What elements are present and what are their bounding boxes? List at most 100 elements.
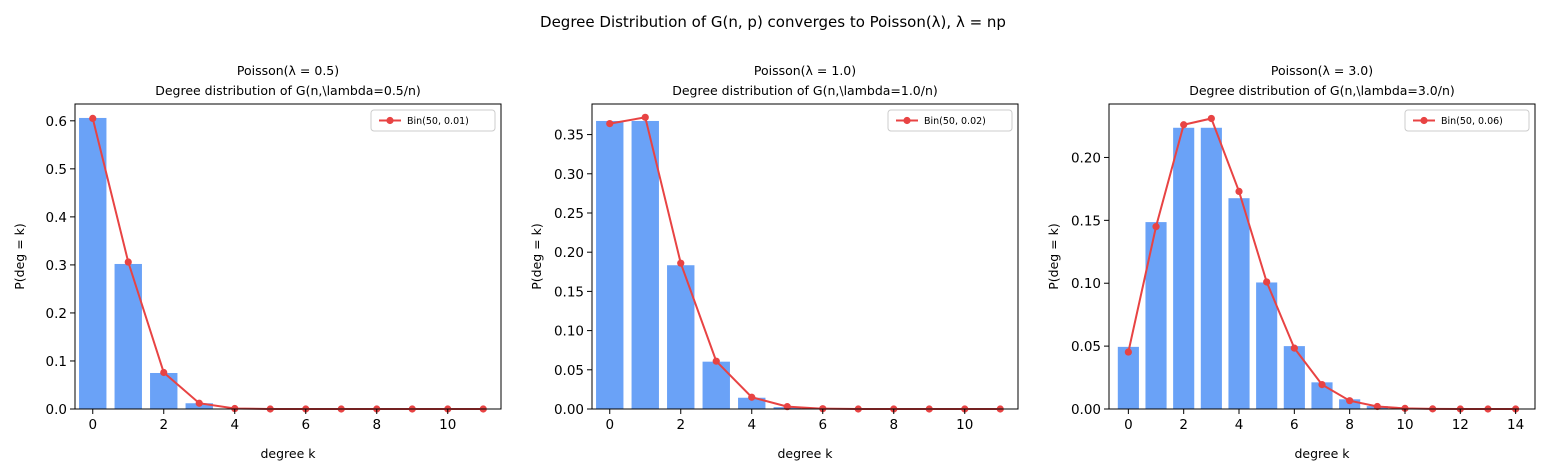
y-tick-label: 0.20 [554,245,584,261]
x-tick-label: 2 [676,417,685,433]
series-point [677,259,685,267]
series-point [712,357,720,365]
x-tick-label: 6 [1290,417,1299,433]
x-tick-label: 12 [1452,417,1469,433]
y-tick-label: 0.05 [1071,339,1101,355]
y-tick-label: 0.30 [554,167,584,183]
series-point [1263,278,1271,286]
x-tick-label: 2 [1179,417,1188,433]
legend-label: Bin(50, 0.06) [1441,116,1503,127]
y-tick-label: 0.1 [46,354,67,370]
bar [149,371,179,410]
panel-title-line1: Poisson(λ = 0.5) [237,63,339,78]
bar [1144,221,1168,410]
y-tick-label: 0.10 [554,324,584,340]
series-point [1235,187,1243,196]
series-point [606,120,614,128]
series-point [160,368,168,377]
panel-title-line2: Degree distribution of G(n,\lambda=0.5/n… [155,83,421,98]
bar [1172,126,1196,410]
x-tick-label: 0 [605,417,614,433]
y-tick-label: 0.5 [46,162,67,178]
series-point [1207,114,1215,123]
bar [1116,345,1140,410]
y-tick-label: 0.3 [46,258,67,274]
legend-box [1404,109,1530,132]
series-point [195,399,203,407]
legend-box [370,109,496,132]
x-tick-label: 4 [230,417,239,433]
panel-1: Poisson(λ = 0.5) Degree distribution of G… [12,63,502,461]
y-tick-label: 0.15 [1071,213,1101,229]
axes-frame [1108,103,1536,410]
y-tick-label: 0.00 [554,402,584,418]
x-tick-label: 8 [372,417,381,433]
axes-frame [591,103,1019,410]
x-axis-label: degree k [1294,446,1350,461]
series-point [1180,121,1188,129]
panel-title-line1: Poisson(λ = 1.0) [754,63,856,78]
x-tick-label: 14 [1507,417,1524,433]
series-point [641,113,649,121]
y-tick-label: 0.6 [46,114,67,130]
x-tick-label: 10 [439,417,456,433]
x-axis-label: degree k [260,446,316,461]
bar [630,119,660,410]
legend-label: Bin(50, 0.02) [924,116,986,127]
series-point [1401,404,1409,412]
series-point [783,403,791,411]
x-tick-label: 8 [889,417,898,433]
y-tick-label: 0.15 [554,284,584,300]
bar [1282,345,1306,410]
series-point [124,258,132,266]
legend-marker [386,116,394,125]
bar [595,119,625,410]
y-tick-label: 0.35 [554,128,584,144]
x-tick-label: 6 [301,417,310,433]
x-axis-label: degree k [777,446,833,461]
bar [1227,197,1251,410]
y-tick-label: 0.10 [1071,276,1101,292]
bar [701,360,731,410]
series-point [1152,223,1160,231]
panel-2: Poisson(λ = 1.0) Degree distribution of G… [529,63,1019,461]
x-tick-label: 0 [88,417,97,433]
y-tick-label: 0.0 [46,402,67,418]
series-point [1318,381,1326,389]
bar [1199,126,1223,410]
x-tick-label: 4 [1235,417,1244,433]
legend-box [887,109,1013,132]
panel-3: Poisson(λ = 3.0) Degree distribution of G… [1046,63,1536,461]
y-axis-label: P(deg = k) [12,223,27,290]
series-point [1290,344,1298,352]
y-tick-label: 0.20 [1071,150,1101,166]
y-tick-label: 0.4 [46,210,67,226]
series-point [1373,402,1381,411]
y-tick-label: 0.00 [1071,402,1101,418]
y-axis-label: P(deg = k) [529,223,544,290]
legend-marker [1420,116,1428,125]
axes-frame [74,103,502,410]
legend-label: Bin(50, 0.01) [407,116,469,127]
x-tick-label: 10 [1396,417,1413,433]
series-point [1124,348,1132,356]
x-tick-label: 10 [956,417,973,433]
bar [113,262,143,410]
series-point [748,393,756,401]
y-tick-label: 0.25 [554,206,584,222]
series-line [91,118,484,410]
x-tick-label: 8 [1345,417,1354,433]
y-tick-label: 0.05 [554,363,584,379]
bar [666,264,696,410]
x-tick-label: 2 [159,417,168,433]
y-axis-label: P(deg = k) [1046,223,1061,290]
panel-title-line2: Degree distribution of G(n,\lambda=1.0/n… [672,83,938,98]
legend-marker [903,116,911,125]
panel-title-line2: Degree distribution of G(n,\lambda=3.0/n… [1189,83,1455,98]
series-point [89,114,97,123]
bar [78,116,108,410]
y-tick-label: 0.2 [46,306,67,322]
series-point [1346,397,1354,405]
x-tick-label: 4 [747,417,756,433]
